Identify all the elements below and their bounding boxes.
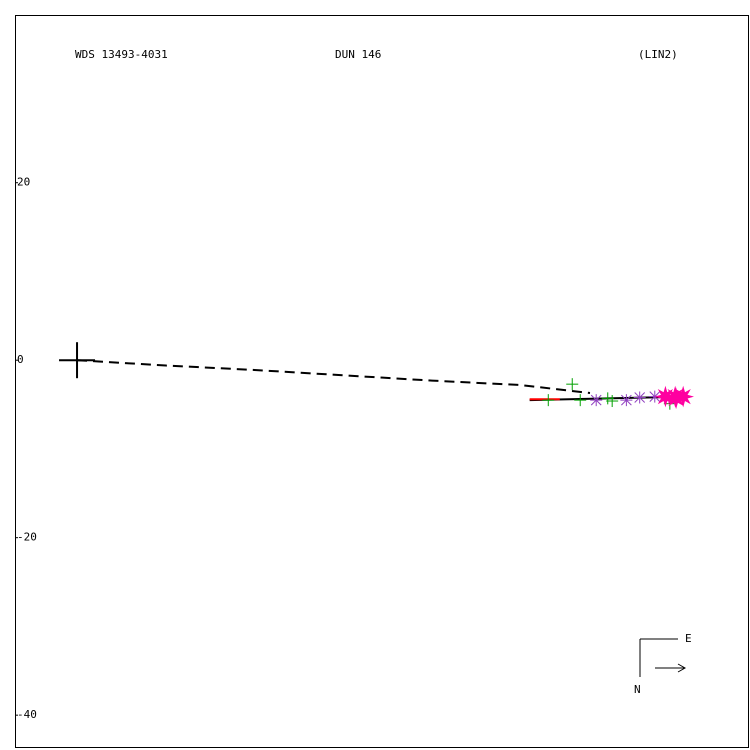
y-tick-label: 20 <box>17 176 30 189</box>
plot-frame <box>15 15 749 748</box>
measurement-point <box>633 391 646 404</box>
measurement-point <box>620 394 633 407</box>
measurement-point <box>606 395 619 408</box>
measurement-point <box>542 394 555 407</box>
orbit-line <box>76 359 591 395</box>
marker-part <box>590 394 602 406</box>
motion-arrow-head <box>677 663 687 673</box>
y-tick-label: 0 <box>17 353 24 366</box>
measurement-point <box>665 387 687 410</box>
y-tick-label: -40 <box>17 708 37 721</box>
compass-north-label: N <box>634 683 641 696</box>
chart-title: WDS 13493-4031 <box>75 48 168 61</box>
measurement-point <box>574 394 587 407</box>
measurement-point <box>566 378 579 391</box>
marker-part <box>665 387 687 410</box>
compass <box>639 638 687 677</box>
chart-subtitle: DUN 146 <box>335 48 381 61</box>
marker-part <box>621 394 632 406</box>
y-tick-label: -20 <box>17 531 37 544</box>
annotation: (LIN2) <box>638 48 678 61</box>
measurement-point <box>590 394 603 407</box>
marker-part <box>634 392 646 403</box>
compass-east-label: E <box>685 632 692 645</box>
